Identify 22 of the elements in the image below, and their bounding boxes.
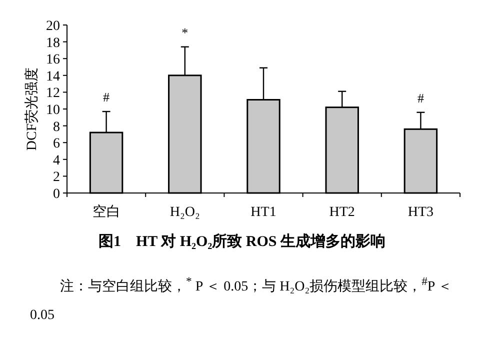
annotation: * xyxy=(182,24,188,40)
y-tick-label: 18 xyxy=(46,36,60,51)
x-tick-label: H₂O₂ xyxy=(170,205,200,220)
y-tick-label: 12 xyxy=(46,86,60,102)
y-tick-label: 0 xyxy=(53,187,60,202)
y-tick-label: 16 xyxy=(46,52,60,68)
text: 注：与空白组比较，$^{*}$ P ＜ 0.05；与 H₂O₂损伤模型组比较，$^{#}$P ＜ 0.05 xyxy=(30,275,452,323)
annotation: # xyxy=(103,90,110,105)
y-axis-title: DCF荧光强度 xyxy=(24,67,40,151)
annotation: # xyxy=(417,90,424,106)
x-tick-label: HT3 xyxy=(408,205,434,220)
x-tick-label: HT2 xyxy=(329,205,355,220)
x-tick-label: HT1 xyxy=(250,205,276,220)
y-tick-label: 20 xyxy=(46,19,60,34)
y-tick-label: 14 xyxy=(46,69,60,84)
y-tick-label: 8 xyxy=(53,120,60,135)
y-tick-label: 2 xyxy=(53,170,60,186)
text: 图1 HT 对 H₂O₂所致 ROS 生成增多的影响 xyxy=(97,232,387,251)
y-tick-label: 6 xyxy=(53,136,60,152)
x-tick-label: 空白 xyxy=(92,204,120,220)
y-tick-label: 10 xyxy=(46,103,60,118)
y-tick-label: 4 xyxy=(53,153,60,168)
